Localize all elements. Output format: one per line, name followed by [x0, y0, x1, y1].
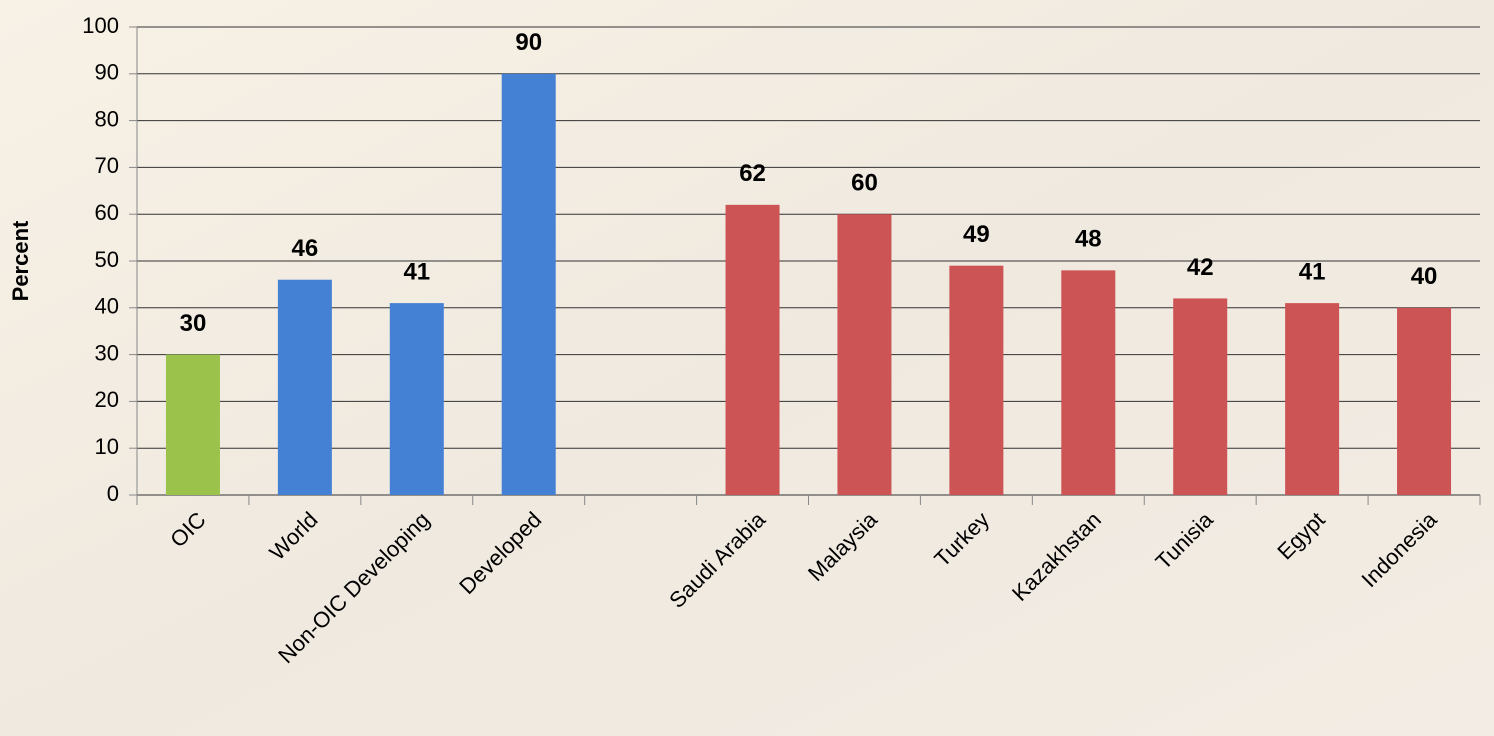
- value-label: 30: [180, 310, 207, 337]
- bar: [1173, 298, 1228, 495]
- y-tick-label: 20: [95, 387, 119, 412]
- value-label: 46: [292, 235, 319, 262]
- value-label: 90: [515, 29, 542, 56]
- y-tick-label: 0: [107, 481, 119, 506]
- value-label: 62: [739, 160, 766, 187]
- bar: [501, 73, 556, 496]
- value-label: 41: [403, 258, 430, 285]
- y-tick-label: 100: [82, 13, 119, 38]
- bar: [949, 265, 1004, 495]
- value-label: 40: [1411, 263, 1438, 290]
- y-tick-label: 50: [95, 247, 119, 272]
- value-label: 49: [963, 221, 990, 248]
- y-tick-label: 10: [95, 434, 119, 459]
- bar: [1285, 303, 1340, 495]
- y-axis-label: Percent: [8, 220, 33, 301]
- value-label: 42: [1187, 254, 1214, 281]
- value-label: 41: [1299, 258, 1326, 285]
- bar: [837, 214, 892, 495]
- bar: [1061, 270, 1116, 495]
- y-tick-label: 80: [95, 106, 119, 131]
- y-tick-label: 30: [95, 340, 119, 365]
- bar: [389, 303, 444, 495]
- bar: [1397, 307, 1452, 495]
- y-tick-label: 90: [95, 60, 119, 85]
- y-tick-label: 60: [95, 200, 119, 225]
- value-label: 48: [1075, 226, 1102, 253]
- bar: [277, 279, 332, 495]
- bar: [725, 204, 780, 495]
- y-tick-label: 70: [95, 153, 119, 178]
- value-label: 60: [851, 170, 878, 197]
- bar: [165, 354, 220, 495]
- y-tick-label: 40: [95, 294, 119, 319]
